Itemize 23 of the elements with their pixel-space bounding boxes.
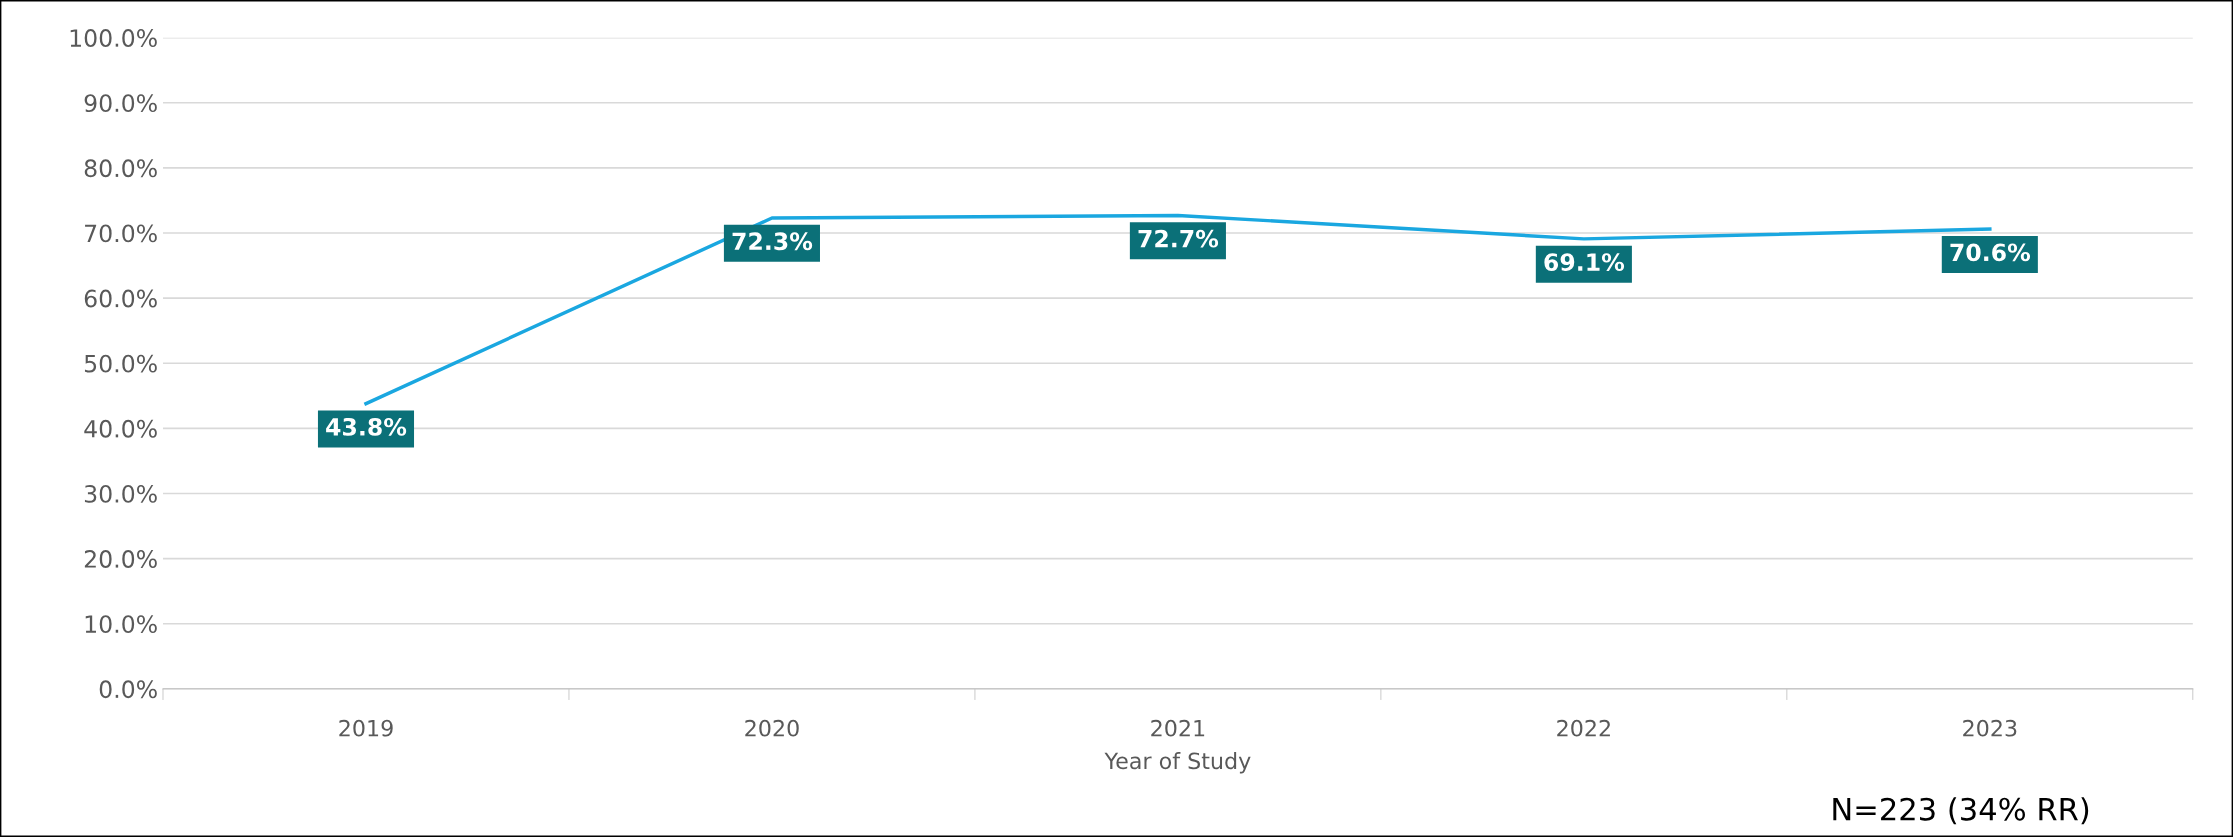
text: N=223 (34% RR) bbox=[1833, 797, 2089, 825]
x-tick-label: 2023 bbox=[1963, 719, 2017, 737]
y-tick-label: 80.0% bbox=[84, 159, 157, 178]
y-tick-label: 90.0% bbox=[84, 94, 157, 113]
x-tick-label: 2020 bbox=[745, 719, 799, 737]
y-tick-label: 50.0% bbox=[84, 354, 157, 373]
y-tick-label: 30.0% bbox=[84, 484, 157, 503]
data-label: 43.8% bbox=[326, 417, 407, 436]
data-label: 72.3% bbox=[732, 232, 813, 251]
y-tick-label: 20.0% bbox=[84, 550, 157, 568]
x-tick-label: 2022 bbox=[1557, 719, 1610, 737]
data-label: 72.7% bbox=[1138, 229, 1219, 248]
x-tick-label: 2021 bbox=[1151, 719, 1205, 737]
y-tick-label: 10.0% bbox=[85, 615, 157, 634]
y-tick-label: 70.0% bbox=[85, 224, 157, 243]
y-tick-label: 60.0% bbox=[84, 289, 157, 308]
y-tick-label: 0.0% bbox=[99, 680, 157, 699]
y-tick-label: 100.0% bbox=[70, 29, 157, 47]
data-label: 70.6% bbox=[1950, 243, 2031, 262]
y-tick-label: 40.0% bbox=[84, 419, 157, 438]
x-axis-title: Year of Study bbox=[1104, 752, 1251, 774]
x-tick-label: 2019 bbox=[339, 719, 393, 737]
data-label: 69.1% bbox=[1544, 253, 1625, 272]
